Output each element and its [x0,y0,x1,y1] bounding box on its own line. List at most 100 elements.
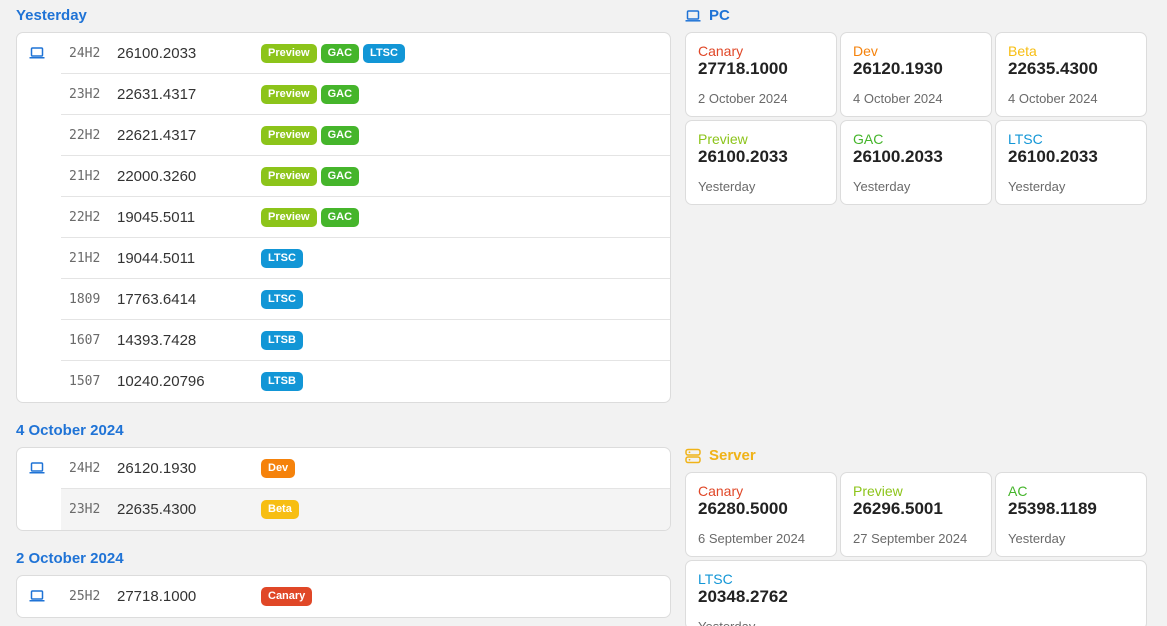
pc-channel-tile[interactable]: LTSC 26100.2033 Yesterday [995,120,1147,205]
build-row[interactable]: 24H2 26100.2033 Preview GAC LTSC [61,33,670,74]
version-label: 22H2 [69,127,101,143]
channel-badge: GAC [320,207,360,227]
build-row[interactable]: 22H2 22621.4317 Preview GAC [61,115,670,156]
date-group-title: 2 October 2024 [16,550,124,567]
channel-tags: Dev [261,458,296,478]
latest-build-number: 22635.4300 [1008,59,1098,78]
build-row[interactable]: 23H2 22635.4300 Beta [61,489,670,530]
channel-badge: Canary [261,587,313,606]
channel-badge: GAC [320,84,360,104]
pc-channel-tile[interactable]: GAC 26100.2033 Yesterday [840,120,992,205]
version-label: 22H2 [69,209,101,225]
build-number: 26100.2033 [117,44,197,62]
build-row[interactable]: 22H2 19045.5011 Preview GAC [61,197,670,238]
channel-name: Dev [853,43,878,59]
channels-column: PC Canary 27718.1000 2 October 2024 Dev 2612… [685,0,1149,626]
build-row[interactable]: 1607 14393.7428 LTSB [61,320,670,361]
server-section-title: Server [685,440,1149,472]
build-list-card: 24H2 26120.1930 Dev 23H2 22635.4300 Beta [16,447,671,531]
build-row[interactable]: 21H2 19044.5011 LTSC [61,238,670,279]
version-label: 24H2 [69,45,101,61]
version-label: 23H2 [69,86,101,102]
channel-badge: GAC [320,43,360,63]
channel-tags: LTSB [261,372,303,391]
channel-name: LTSC [698,571,733,587]
channel-name: LTSC [1008,131,1043,147]
build-row[interactable]: 1507 10240.20796 LTSB [61,361,670,402]
build-number: 22631.4317 [117,85,197,103]
channel-badge: Preview [261,125,317,145]
build-row[interactable]: 25H2 27718.1000 Canary [61,576,670,617]
release-date: Yesterday [698,619,755,626]
latest-build-number: 20348.2762 [698,587,788,606]
latest-build-number: 26100.2033 [1008,147,1098,166]
server-channel-grid: Canary 26280.5000 6 September 2024 Preview 2… [685,472,1149,626]
channel-name: Beta [1008,43,1037,59]
channel-name: Canary [698,483,744,499]
version-label: 1507 [69,374,101,389]
build-number: 19045.5011 [117,208,196,226]
release-date: Yesterday [698,179,756,194]
channel-name: GAC [853,131,884,147]
latest-build-number: 26120.1930 [853,59,943,78]
pc-section: PC Canary 27718.1000 2 October 2024 Dev 2612… [685,0,1149,205]
version-label: 21H2 [69,168,101,184]
server-title-text: Server [709,447,756,464]
release-date: 4 October 2024 [853,91,943,106]
release-date: 27 September 2024 [853,531,968,546]
build-list-card: 24H2 26100.2033 Preview GAC LTSC 23H2 22631.43… [16,32,671,403]
channel-tags: LTSB [261,330,303,350]
server-icon [685,448,701,464]
pc-title-text: PC [709,7,730,24]
build-number: 26120.1930 [117,459,197,477]
channel-name: Preview [698,131,748,147]
channel-badge: LTSC [261,289,303,309]
release-date: 2 October 2024 [698,91,788,106]
build-row[interactable]: 21H2 22000.3260 Preview GAC [61,156,670,197]
channel-badge: Preview [261,166,317,186]
channel-badge: Preview [261,43,317,63]
pc-channel-tile[interactable]: Canary 27718.1000 2 October 2024 [685,32,837,117]
pc-channel-tile[interactable]: Preview 26100.2033 Yesterday [685,120,837,205]
build-number: 19044.5011 [117,249,196,267]
server-channel-tile[interactable]: Canary 26280.5000 6 September 2024 [685,472,837,557]
build-number: 22621.4317 [117,126,197,144]
channel-badge: GAC [320,125,360,145]
latest-build-number: 27718.1000 [698,59,788,78]
builds-by-date-column: Yesterday 24H2 26100.2033 Preview GAC LTSC 23H… [16,0,671,618]
latest-build-number: 26100.2033 [698,147,788,166]
version-label: 1607 [69,332,101,348]
channel-badge: LTSC [261,248,303,268]
channel-name: Canary [698,43,744,59]
server-channel-tile[interactable]: AC 25398.1189 Yesterday [995,472,1147,557]
channel-tags: LTSC [261,289,303,309]
channel-tags: Preview GAC [261,166,360,186]
build-row[interactable]: 24H2 26120.1930 Dev [61,448,670,489]
server-channel-tile[interactable]: Preview 26296.5001 27 September 2024 [840,472,992,557]
channel-badge: LTSC [363,43,405,63]
channel-badge: LTSB [261,372,303,391]
server-section: Server Canary 26280.5000 6 September 2024 P… [685,440,1149,626]
channel-name: AC [1008,483,1028,499]
build-row[interactable]: 23H2 22631.4317 Preview GAC [61,74,670,115]
build-row[interactable]: 1809 17763.6414 LTSC [61,279,670,320]
channel-tags: Beta [261,500,299,519]
pc-channel-tile[interactable]: Dev 26120.1930 4 October 2024 [840,32,992,117]
latest-build-number: 25398.1189 [1008,499,1097,518]
channel-badge: Preview [261,84,317,104]
channel-tags: Preview GAC [261,207,360,227]
channel-badge: GAC [320,166,360,186]
channel-tags: Preview GAC [261,125,360,145]
channel-tags: LTSC [261,248,303,268]
version-label: 1809 [69,291,101,307]
pc-channel-tile[interactable]: Beta 22635.4300 4 October 2024 [995,32,1147,117]
version-label: 23H2 [69,502,101,517]
latest-build-number: 26100.2033 [853,147,943,166]
laptop-icon [685,10,701,22]
pc-section-title: PC [685,0,1149,32]
channel-tags: Preview GAC LTSC [261,43,405,63]
latest-build-number: 26296.5001 [853,499,943,518]
channel-name: Preview [853,483,903,499]
release-date: Yesterday [1008,531,1066,546]
